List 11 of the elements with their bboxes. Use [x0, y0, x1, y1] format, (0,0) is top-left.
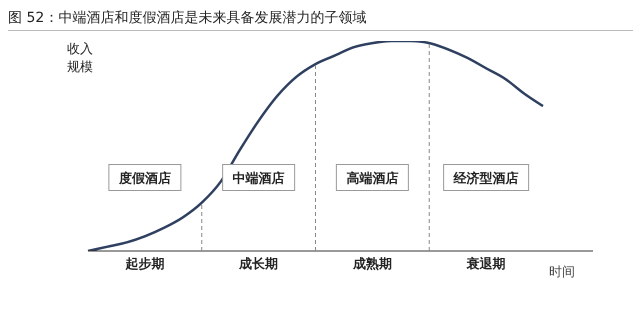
annotation: 度假酒店 — [118, 170, 171, 186]
annotation: 经济型酒店 — [452, 170, 519, 186]
x-axis-title: 时间 — [549, 264, 575, 281]
x-tick-label: 成长期 — [238, 257, 278, 272]
annotation: 高端酒店 — [346, 170, 398, 186]
x-tick-label: 起步期 — [124, 257, 164, 272]
annotation: 中端酒店 — [232, 170, 285, 186]
x-tick-label: 衰退期 — [466, 256, 506, 272]
chart-title: 图 52：中端酒店和度假酒店是未来具备发展潜力的子领域 — [8, 8, 633, 31]
y-axis-title: 收入规模 — [66, 41, 94, 77]
x-tick-label: 成熟期 — [352, 256, 392, 272]
